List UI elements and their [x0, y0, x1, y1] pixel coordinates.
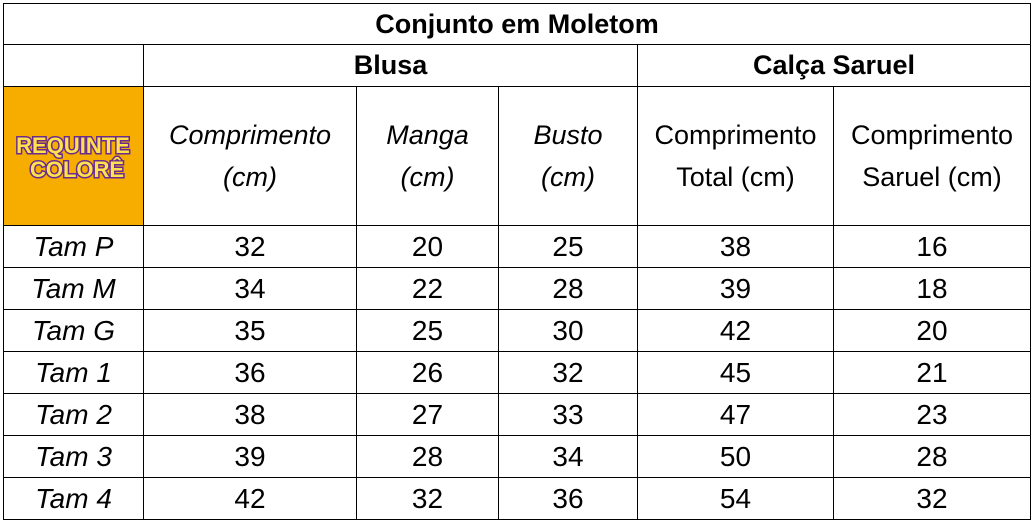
- cell-value: 26: [356, 351, 499, 394]
- cell-value: 20: [833, 309, 1031, 352]
- header-comprimento-total: Comprimento Total (cm): [637, 86, 834, 226]
- table-row: Tam 3 39 28 34 50 28: [3, 435, 1031, 478]
- logo-line-1: REQUINTE: [16, 133, 130, 158]
- logo-line-2: COLORÊ: [29, 157, 123, 182]
- cell-value: 28: [356, 435, 499, 478]
- cell-value: 25: [498, 225, 638, 268]
- cell-value: 25: [356, 309, 499, 352]
- size-label: Tam G: [3, 309, 144, 352]
- brand-logo: REQUINTE COLORÊ: [14, 132, 131, 184]
- table-title: Conjunto em Moletom: [3, 3, 1031, 45]
- cell-value: 45: [637, 351, 834, 394]
- cell-value: 32: [356, 477, 499, 520]
- cell-value: 32: [498, 351, 638, 394]
- header-comprimento-saruel: Comprimento Saruel (cm): [833, 86, 1031, 226]
- cell-value: 22: [356, 267, 499, 310]
- group-header-blusa: Blusa: [143, 44, 638, 87]
- size-label: Tam 1: [3, 351, 144, 394]
- cell-value: 27: [356, 393, 499, 436]
- table-row: Tam P 32 20 25 38 16: [3, 225, 1031, 268]
- cell-value: 38: [637, 225, 834, 268]
- table-row: Tam 1 36 26 32 45 21: [3, 351, 1031, 394]
- cell-value: 34: [498, 435, 638, 478]
- header-busto: Busto (cm): [498, 86, 638, 226]
- size-label: Tam 4: [3, 477, 144, 520]
- size-label: Tam 3: [3, 435, 144, 478]
- header-manga: Manga (cm): [356, 86, 499, 226]
- cell-value: 36: [143, 351, 357, 394]
- cell-value: 20: [356, 225, 499, 268]
- group-header-calca: Calça Saruel: [637, 44, 1031, 87]
- cell-value: 28: [833, 435, 1031, 478]
- cell-value: 33: [498, 393, 638, 436]
- header-comprimento: Comprimento (cm): [143, 86, 357, 226]
- brand-logo-cell: REQUINTE COLORÊ: [3, 86, 144, 226]
- cell-value: 39: [143, 435, 357, 478]
- cell-value: 36: [498, 477, 638, 520]
- cell-value: 42: [143, 477, 357, 520]
- cell-value: 32: [833, 477, 1031, 520]
- cell-value: 30: [498, 309, 638, 352]
- cell-value: 16: [833, 225, 1031, 268]
- cell-value: 39: [637, 267, 834, 310]
- size-label: Tam M: [3, 267, 144, 310]
- table-row: Tam G 35 25 30 42 20: [3, 309, 1031, 352]
- size-label: Tam P: [3, 225, 144, 268]
- blank-corner-cell: [3, 44, 144, 87]
- table-row: Tam M 34 22 28 39 18: [3, 267, 1031, 310]
- cell-value: 21: [833, 351, 1031, 394]
- cell-value: 23: [833, 393, 1031, 436]
- cell-value: 32: [143, 225, 357, 268]
- size-label: Tam 2: [3, 393, 144, 436]
- table-row: Tam 2 38 27 33 47 23: [3, 393, 1031, 436]
- size-table: Conjunto em Moletom Blusa Calça Saruel R…: [3, 3, 1031, 520]
- cell-value: 54: [637, 477, 834, 520]
- cell-value: 28: [498, 267, 638, 310]
- cell-value: 47: [637, 393, 834, 436]
- cell-value: 50: [637, 435, 834, 478]
- cell-value: 35: [143, 309, 357, 352]
- cell-value: 34: [143, 267, 357, 310]
- cell-value: 18: [833, 267, 1031, 310]
- table-row: Tam 4 42 32 36 54 32: [3, 477, 1031, 520]
- cell-value: 38: [143, 393, 357, 436]
- cell-value: 42: [637, 309, 834, 352]
